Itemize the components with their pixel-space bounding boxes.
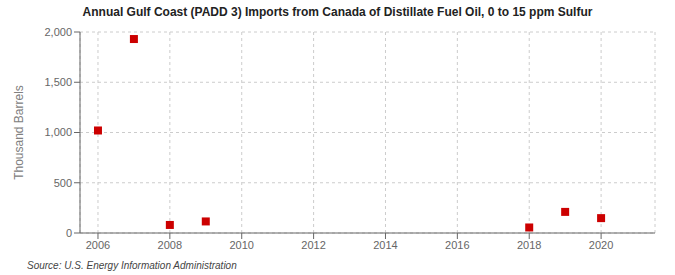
svg-text:2,000: 2,000 <box>44 26 72 38</box>
svg-text:2016: 2016 <box>445 239 469 251</box>
svg-text:Thousand Barrels: Thousand Barrels <box>12 85 26 180</box>
svg-text:2020: 2020 <box>589 239 613 251</box>
svg-text:2018: 2018 <box>517 239 541 251</box>
svg-text:1,000: 1,000 <box>44 126 72 138</box>
html-text:Source: U.S. Energy Informatio: Source: U.S. Energy Information Administ… <box>27 260 237 271</box>
svg-text:2008: 2008 <box>158 239 182 251</box>
svg-text:500: 500 <box>54 177 72 189</box>
svg-text:2014: 2014 <box>373 239 397 251</box>
svg-text:2010: 2010 <box>229 239 253 251</box>
svg-text:2012: 2012 <box>301 239 325 251</box>
svg-text:0: 0 <box>66 227 72 239</box>
html-text:Annual Gulf Coast (PADD 3) Imp: Annual Gulf Coast (PADD 3) Imports from … <box>82 5 593 19</box>
svg-text:1,500: 1,500 <box>44 76 72 88</box>
svg-text:2006: 2006 <box>86 239 110 251</box>
